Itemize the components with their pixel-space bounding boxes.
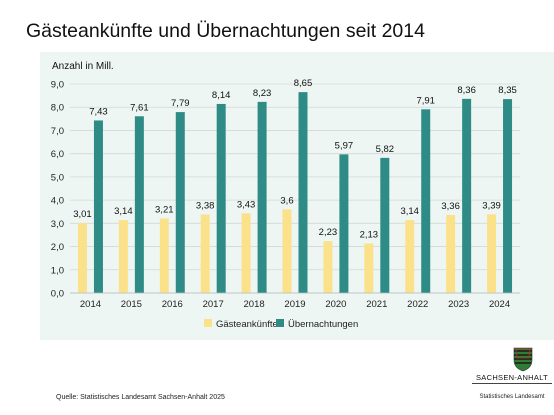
y-tick-label: 4,0 <box>51 196 64 207</box>
bar-gaesteankuenfte <box>487 214 497 293</box>
bar-gaesteankuenfte <box>77 223 87 293</box>
data-label: 3,43 <box>237 199 256 210</box>
data-label: 3,39 <box>482 200 501 211</box>
data-label: 7,91 <box>416 95 435 106</box>
bar-gaesteankuenfte <box>200 214 210 293</box>
data-label: 2,13 <box>360 230 379 241</box>
data-label: 7,79 <box>171 98 190 109</box>
bar-uebernachtungen <box>339 154 349 293</box>
bar-uebernachtungen <box>93 120 103 293</box>
bar-gaesteankuenfte <box>282 209 292 293</box>
bar-gaesteankuenfte <box>405 220 415 293</box>
data-label: 2,23 <box>319 227 338 238</box>
y-tick-label: 2,0 <box>51 242 64 253</box>
bar-uebernachtungen <box>175 112 185 293</box>
x-tick-label: 2020 <box>325 299 346 310</box>
page-title: Gästeankünfte und Übernachtungen seit 20… <box>26 20 425 42</box>
bar-uebernachtungen <box>462 98 472 294</box>
data-label: 7,61 <box>130 102 149 113</box>
legend-label: Übernachtungen <box>288 319 358 330</box>
bar-uebernachtungen <box>134 116 144 293</box>
x-tick-label: 2022 <box>407 299 428 310</box>
bar-gaesteankuenfte <box>323 241 333 293</box>
bar-gaesteankuenfte <box>446 214 456 293</box>
data-label: 8,35 <box>498 85 517 96</box>
bar-uebernachtungen <box>503 99 513 293</box>
data-label: 5,82 <box>376 144 395 155</box>
bar-uebernachtungen <box>421 109 431 293</box>
bar-uebernachtungen <box>257 101 267 294</box>
data-label: 3,6 <box>280 195 293 206</box>
data-label: 3,14 <box>400 206 419 217</box>
data-label: 5,97 <box>335 140 354 151</box>
x-tick-label: 2024 <box>489 299 510 310</box>
y-tick-label: 3,0 <box>51 219 64 230</box>
bar-gaesteankuenfte <box>118 220 128 293</box>
legend-swatch <box>276 319 284 327</box>
data-label: 8,36 <box>457 85 476 96</box>
sachsen-anhalt-coat-of-arms-icon <box>513 347 533 372</box>
y-tick-label: 8,0 <box>51 103 64 114</box>
y-axis-label: Anzahl in Mill. <box>52 61 114 72</box>
x-tick-label: 2018 <box>244 299 265 310</box>
bar-uebernachtungen <box>216 103 226 294</box>
bar-gaesteankuenfte <box>364 243 374 293</box>
y-tick-label: 7,0 <box>51 126 64 137</box>
x-tick-label: 2014 <box>80 299 101 310</box>
x-tick-label: 2021 <box>366 299 387 310</box>
y-tick-label: 5,0 <box>51 172 64 183</box>
x-tick-label: 2019 <box>284 299 305 310</box>
logo-divider <box>472 383 552 384</box>
logo-subtitle: Statistisches Landesamt <box>479 394 545 400</box>
bar-uebernachtungen <box>298 92 308 293</box>
data-label: 3,38 <box>196 201 215 212</box>
y-tick-label: 6,0 <box>51 149 64 160</box>
source-note: Quelle: Statistisches Landesamt Sachsen-… <box>56 394 225 401</box>
x-tick-label: 2015 <box>121 299 142 310</box>
data-label: 8,65 <box>294 78 313 89</box>
bar-gaesteankuenfte <box>241 213 251 293</box>
data-label: 7,43 <box>89 106 108 117</box>
logo-name: SACHSEN-ANHALT <box>476 373 548 382</box>
data-label: 3,14 <box>114 206 133 217</box>
data-label: 8,14 <box>212 90 231 101</box>
x-tick-label: 2017 <box>203 299 224 310</box>
data-label: 3,01 <box>73 209 92 220</box>
data-label: 8,23 <box>253 88 272 99</box>
legend-label: Gästeankünfte <box>216 319 278 330</box>
bar-chart: Anzahl in Mill. 0,0 1,0 2,0 3,0 4,0 5,0 6,0 7,0 8… <box>51 61 520 330</box>
bar-uebernachtungen <box>380 157 390 293</box>
bar-gaesteankuenfte <box>159 218 169 293</box>
data-label: 3,21 <box>155 204 174 215</box>
data-label: 3,36 <box>441 201 460 212</box>
y-tick-label: 0,0 <box>51 289 64 300</box>
x-tick-label: 2023 <box>448 299 469 310</box>
y-tick-label: 1,0 <box>51 265 64 276</box>
legend-swatch <box>204 319 212 327</box>
y-tick-label: 9,0 <box>51 80 64 91</box>
x-tick-label: 2016 <box>162 299 183 310</box>
